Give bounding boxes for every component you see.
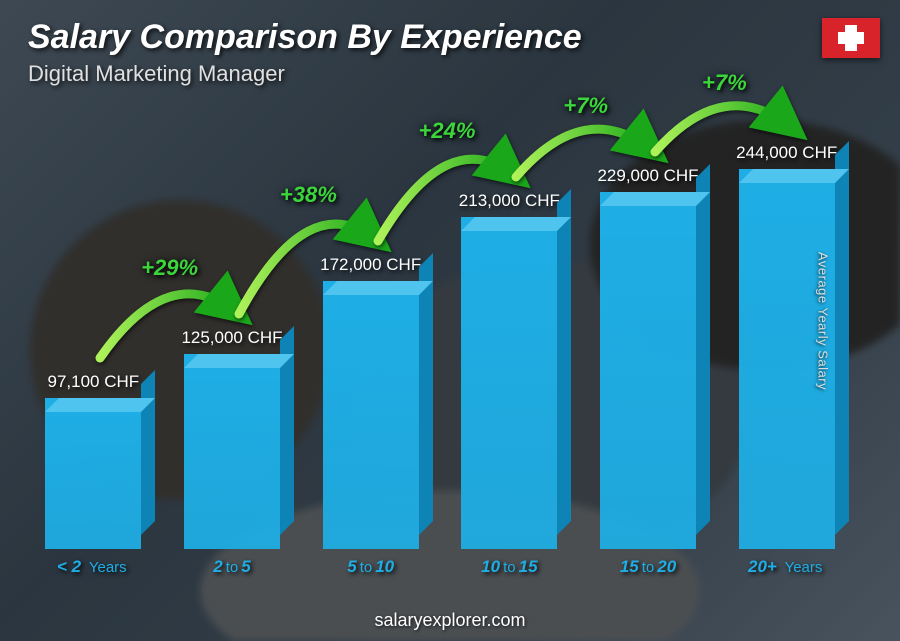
bar-value-label: 125,000 CHF: [181, 328, 282, 348]
bar-value-label: 229,000 CHF: [597, 166, 698, 186]
bar: [45, 398, 141, 549]
chart-title: Salary Comparison By Experience: [28, 18, 582, 57]
bar-slot: 125,000 CHF: [167, 328, 298, 549]
header: Salary Comparison By Experience Digital …: [28, 18, 582, 87]
bar-value-label: 172,000 CHF: [320, 255, 421, 275]
bar-slot: 244,000 CHF: [721, 143, 852, 549]
bar: [323, 281, 419, 549]
bar-slot: 172,000 CHF: [305, 255, 436, 549]
bar-value-label: 244,000 CHF: [736, 143, 837, 163]
bar-slot: 229,000 CHF: [583, 166, 714, 549]
x-axis-label: < 2 Years: [28, 557, 159, 577]
bar-value-label: 97,100 CHF: [48, 372, 140, 392]
footer-attribution: salaryexplorer.com: [0, 610, 900, 631]
switzerland-flag-icon: [822, 18, 880, 58]
bar: [461, 217, 557, 549]
bar: [600, 192, 696, 549]
bar-slot: 97,100 CHF: [28, 372, 159, 549]
x-axis-label: 15to20: [583, 557, 714, 577]
bars-container: 97,100 CHF 125,000 CHF 172,000 CHF 213,000 …: [20, 100, 860, 549]
bar-value-label: 213,000 CHF: [459, 191, 560, 211]
x-axis: < 2 Years 2to5 5to10 10to15 15to20 20+ Years: [20, 557, 860, 577]
y-axis-label: Average Yearly Salary: [815, 251, 830, 389]
bar: [184, 354, 280, 549]
x-axis-label: 2to5: [167, 557, 298, 577]
chart-subtitle: Digital Marketing Manager: [28, 61, 582, 87]
x-axis-label: 10to15: [444, 557, 575, 577]
bar-chart: +29%+38%+24%+7%+7% 97,100 CHF125,000 CHF…: [20, 100, 860, 571]
x-axis-label: 20+ Years: [721, 557, 852, 577]
x-axis-label: 5to10: [305, 557, 436, 577]
bar-slot: 213,000 CHF: [444, 191, 575, 549]
